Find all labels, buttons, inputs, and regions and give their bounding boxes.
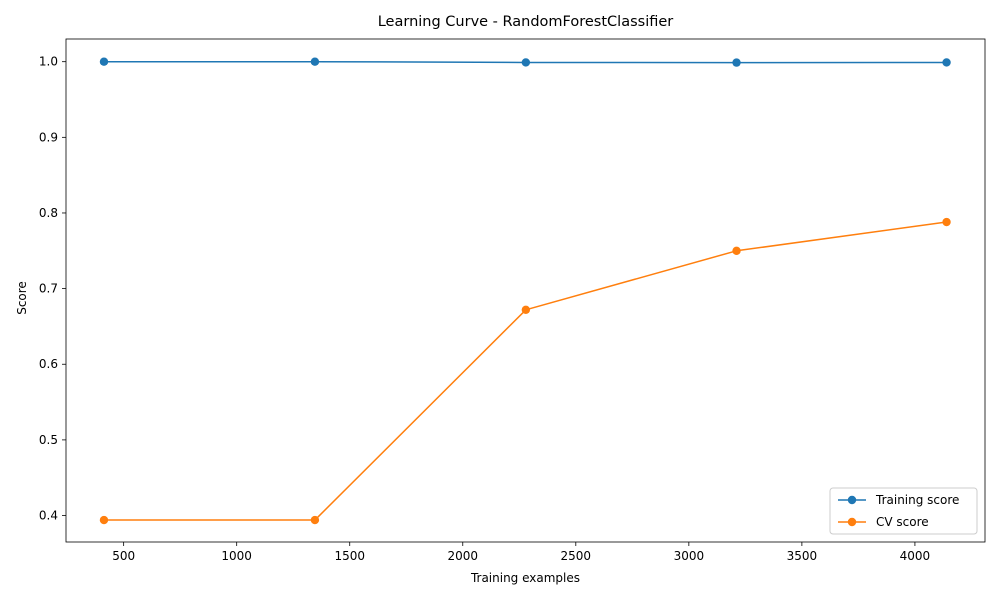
axes-frame: [65, 38, 986, 543]
y-tick-label: 0.5: [39, 433, 58, 447]
data-point-1-4: [732, 58, 741, 67]
y-tick-label: 0.6: [39, 357, 58, 371]
x-tick-label: 2500: [561, 549, 592, 563]
data-point-1-1: [99, 57, 109, 66]
data-point-2-2: [310, 515, 320, 525]
data-point-2-3: [521, 305, 531, 314]
x-tick-label: 3000: [674, 549, 705, 563]
legend-marker-1: [847, 495, 857, 505]
x-tick-label: 1000: [221, 549, 252, 563]
x-tick-label: 4000: [900, 549, 931, 563]
data-point-1-5: [942, 58, 951, 67]
x-tick-label: 1500: [334, 549, 365, 563]
data-point-1-2: [310, 57, 320, 66]
legend-marker-2: [847, 517, 857, 527]
y-tick-label: 0.9: [39, 130, 58, 144]
y-tick-label: 0.4: [39, 509, 58, 523]
series-line-2: [103, 221, 947, 521]
x-tick-label: 500: [112, 549, 135, 563]
data-point-2-1: [99, 515, 109, 525]
x-tick-label: 2000: [447, 549, 478, 563]
legend-label-2: CV score: [876, 515, 929, 529]
x-tick-label: 3500: [787, 549, 818, 563]
plot-area: 500 1000 1500 2000 2500 3000 3500 4000 0.4 0.5 0.6…: [39, 38, 986, 563]
y-tick-label: 0.7: [39, 282, 58, 296]
data-point-2-4: [732, 246, 741, 255]
data-point-2-5: [942, 217, 951, 227]
chart-title: Learning Curve - RandomForestClassifier: [378, 14, 674, 30]
y-tick-label: 0.8: [39, 206, 58, 220]
y-axis-title: Score: [15, 281, 29, 315]
legend-label-1: Training score: [875, 493, 959, 507]
data-point-1-3: [521, 58, 531, 67]
y-tick-label: 1.0: [39, 55, 58, 69]
legend-box: [829, 487, 978, 535]
x-axis-title: Training examples: [470, 571, 580, 585]
